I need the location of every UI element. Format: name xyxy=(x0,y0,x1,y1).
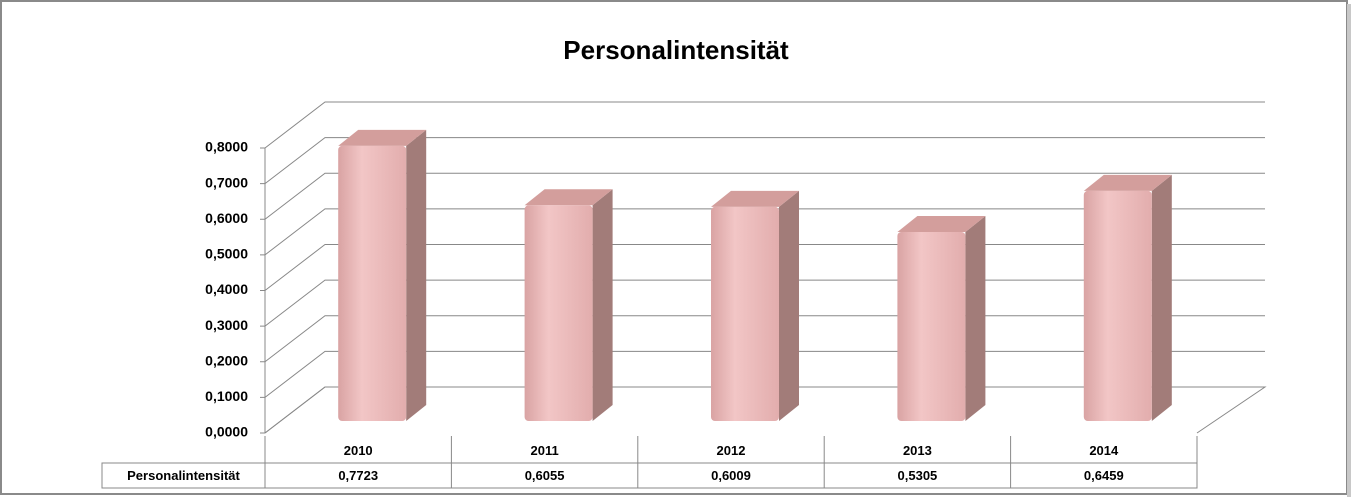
y-tick-label: 0,2000 xyxy=(205,352,248,368)
bar-front xyxy=(897,232,966,421)
x-tick-label: 2014 xyxy=(1089,443,1119,458)
x-tick-label: 2012 xyxy=(717,443,746,458)
table-value: 0,7723 xyxy=(338,468,378,483)
bar-front xyxy=(1083,190,1152,421)
y-tick-label: 0,4000 xyxy=(205,281,248,297)
bar-side xyxy=(592,189,613,421)
bar-top xyxy=(1083,174,1172,191)
bar xyxy=(711,190,799,421)
bar xyxy=(1083,174,1172,421)
y-tick-label: 0,6000 xyxy=(205,210,248,226)
grid-line xyxy=(264,172,1265,220)
y-tick-label: 0,0000 xyxy=(205,424,248,440)
legend-label: Personalintensität xyxy=(127,468,240,483)
y-tick-label: 0,1000 xyxy=(205,388,248,404)
y-tick-label: 0,5000 xyxy=(205,246,248,262)
x-tick-label: 2011 xyxy=(530,443,558,458)
table-border xyxy=(264,436,1198,489)
table-value: 0,6009 xyxy=(711,468,751,483)
bar xyxy=(338,129,427,422)
bar-front xyxy=(711,206,779,421)
chart-title: Personalintensität xyxy=(563,35,789,65)
bar-side xyxy=(406,129,427,422)
frame-shadow xyxy=(1347,4,1351,497)
bar-side xyxy=(779,190,799,421)
grid-line xyxy=(264,137,1265,185)
y-tick-label: 0,8000 xyxy=(205,139,248,155)
grid-line xyxy=(264,101,1265,149)
bar-top xyxy=(524,189,613,206)
bar-top xyxy=(711,190,799,207)
bar-side xyxy=(965,216,986,421)
table-value: 0,6055 xyxy=(525,468,565,483)
table-value: 0,6459 xyxy=(1084,468,1124,483)
y-tick-label: 0,7000 xyxy=(205,174,248,190)
table-value: 0,5305 xyxy=(898,468,938,483)
bar-front xyxy=(524,205,593,421)
bar-top xyxy=(897,216,986,233)
table-row-header-cell xyxy=(101,462,266,489)
x-tick-label: 2010 xyxy=(344,443,373,458)
bar-front xyxy=(338,145,407,422)
y-tick-label: 0,3000 xyxy=(205,317,248,333)
bar xyxy=(524,189,613,421)
bar-side xyxy=(1151,174,1172,421)
bar-top xyxy=(338,129,427,146)
grid-line xyxy=(264,208,1265,256)
bar xyxy=(897,216,986,421)
x-tick-label: 2013 xyxy=(903,443,932,458)
